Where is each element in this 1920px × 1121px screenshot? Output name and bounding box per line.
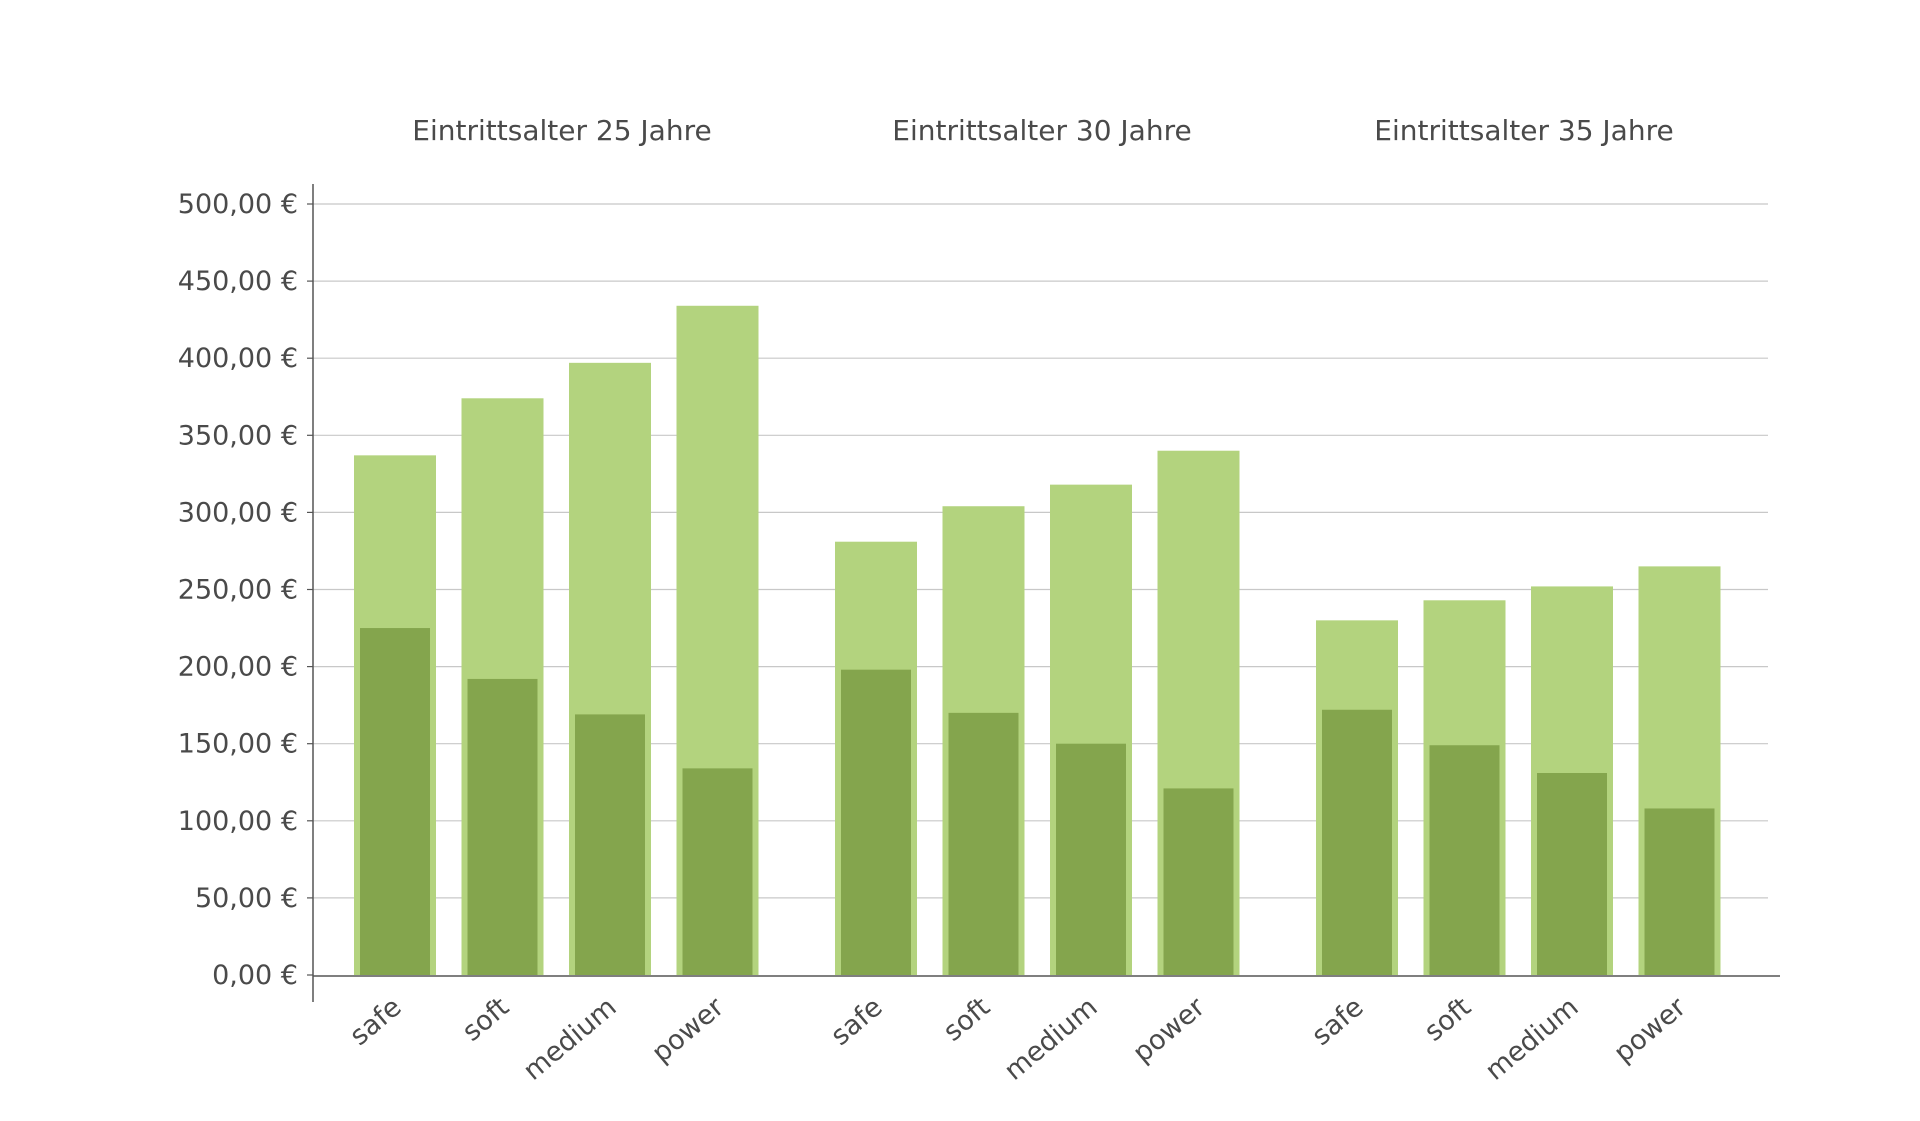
bars (354, 305, 1721, 976)
bar-inner (1322, 709, 1392, 975)
bar-inner (1644, 808, 1715, 975)
y-tick-label: 100,00 € (178, 806, 298, 837)
y-tick-label: 200,00 € (178, 652, 298, 683)
x-tick-label: soft (938, 992, 996, 1048)
y-tick-label: 50,00 € (195, 883, 298, 914)
bar-inner (948, 712, 1019, 975)
group-title: Eintrittsalter 35 Jahre (1374, 114, 1673, 147)
bar-inner (467, 678, 538, 975)
x-tick-label: power (646, 991, 731, 1069)
x-tick-label: safe (825, 992, 888, 1052)
bar-inner (682, 768, 753, 975)
bar-inner (1056, 743, 1126, 975)
x-tick-label: soft (457, 992, 515, 1048)
bar-inner (1537, 772, 1607, 975)
y-tick-label: 250,00 € (178, 575, 298, 606)
x-tick-label: medium (518, 992, 623, 1087)
y-tick-label: 0,00 € (212, 960, 298, 991)
y-tick-label: 400,00 € (178, 343, 298, 374)
axes (307, 184, 1780, 1002)
y-tick-label: 350,00 € (178, 420, 298, 451)
bar-inner (841, 669, 911, 975)
bar-inner (1163, 788, 1234, 975)
x-tick-label: safe (344, 992, 407, 1052)
x-tick-label: medium (999, 992, 1104, 1087)
x-tick-label: power (1127, 991, 1212, 1069)
bar-inner (360, 628, 430, 975)
bar-inner (1429, 745, 1500, 975)
gridlines (313, 203, 1768, 899)
y-tick-label: 150,00 € (178, 729, 298, 760)
x-tick-label: soft (1419, 992, 1477, 1048)
y-tick-label: 450,00 € (178, 266, 298, 297)
x-tick-label: power (1608, 991, 1693, 1069)
group-title: Eintrittsalter 30 Jahre (892, 114, 1191, 147)
y-tick-label: 500,00 € (178, 189, 298, 220)
bar-inner (575, 714, 645, 975)
y-tick-label: 300,00 € (178, 497, 298, 528)
group-title: Eintrittsalter 25 Jahre (412, 114, 711, 147)
x-tick-label: safe (1306, 992, 1369, 1052)
x-tick-label: medium (1480, 992, 1585, 1087)
